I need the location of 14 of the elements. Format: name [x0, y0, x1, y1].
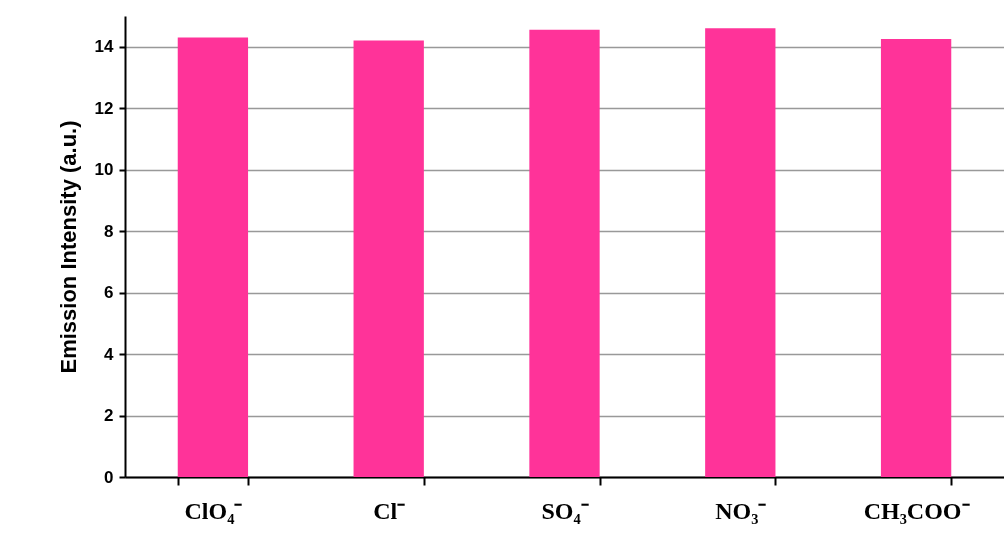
y-tick-label: 10 [94, 160, 114, 180]
x-tick-label: SO₄⁻ [541, 497, 589, 524]
x-tick-label: NO₃⁻ [715, 497, 767, 524]
x-tick-label: Cl⁻ [373, 497, 406, 524]
y-tick-label: 2 [104, 406, 114, 426]
y-axis-title: Emission Intensity (a.u.) [55, 120, 81, 374]
y-tick-label: 6 [104, 283, 114, 303]
x-tick-label: ClO₄⁻ [184, 497, 243, 524]
x-tick-label: CH₃COO⁻ [863, 497, 970, 524]
y-tick-label: 12 [94, 98, 114, 118]
y-tick-label: 14 [94, 37, 115, 57]
y-tick-label: 4 [104, 344, 115, 364]
y-tick-label: 0 [104, 467, 114, 487]
y-tick-label: 8 [104, 221, 114, 241]
